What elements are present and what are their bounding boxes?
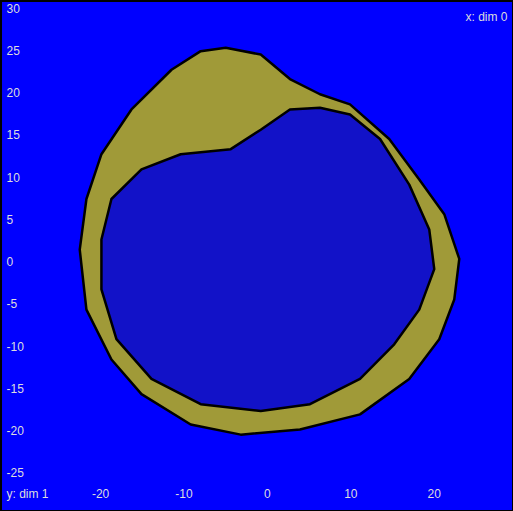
svg-text:-10: -10 [175, 487, 193, 501]
svg-text:-10: -10 [7, 340, 25, 354]
svg-text:10: 10 [7, 171, 21, 185]
svg-text:x: dim 0: x: dim 0 [465, 10, 507, 24]
svg-text:-5: -5 [7, 297, 18, 311]
svg-text:-15: -15 [7, 382, 25, 396]
svg-text:-20: -20 [92, 487, 110, 501]
svg-text:y: dim 1: y: dim 1 [7, 487, 49, 501]
svg-text:-25: -25 [7, 466, 25, 480]
svg-text:0: 0 [264, 487, 271, 501]
svg-text:30: 30 [7, 2, 21, 16]
svg-text:10: 10 [344, 487, 358, 501]
svg-text:5: 5 [7, 213, 14, 227]
svg-text:20: 20 [428, 487, 442, 501]
svg-text:-20: -20 [7, 424, 25, 438]
svg-text:0: 0 [7, 255, 14, 269]
svg-text:25: 25 [7, 44, 21, 58]
svg-text:15: 15 [7, 128, 21, 142]
svg-text:20: 20 [7, 86, 21, 100]
